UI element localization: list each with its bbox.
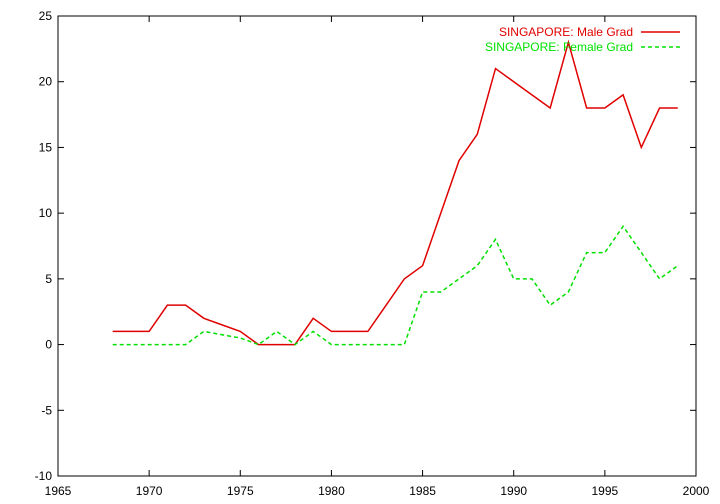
x-tick-label: 2000 bbox=[683, 484, 710, 498]
y-tick-label: 15 bbox=[39, 140, 53, 154]
y-tick-label: 5 bbox=[45, 272, 52, 286]
x-tick-label: 1990 bbox=[500, 484, 527, 498]
y-tick-label: 0 bbox=[45, 338, 52, 352]
legend-label: SINGAPORE: Male Grad bbox=[499, 25, 633, 39]
y-tick-label: 25 bbox=[39, 9, 53, 23]
x-tick-label: 1985 bbox=[409, 484, 436, 498]
legend-label: SINGAPORE: Female Grad bbox=[485, 40, 633, 54]
x-tick-label: 1975 bbox=[227, 484, 254, 498]
x-tick-label: 1980 bbox=[318, 484, 345, 498]
series-line-female-grad bbox=[112, 224, 679, 346]
y-tick-label: -10 bbox=[35, 469, 53, 483]
series-lines bbox=[112, 39, 679, 346]
plot-frame bbox=[57, 15, 697, 477]
x-tick-label: 1995 bbox=[592, 484, 619, 498]
y-tick-label: -5 bbox=[41, 403, 52, 417]
x-tick-label: 1970 bbox=[136, 484, 163, 498]
y-tick-label: 10 bbox=[39, 206, 53, 220]
axes: -10 -5 0 5 10 15 20 25 1965 1970 1975 1980 1985 1990 1… bbox=[35, 9, 710, 498]
y-tick-label: 20 bbox=[39, 75, 53, 89]
x-tick-label: 1965 bbox=[45, 484, 72, 498]
series-line-male-grad bbox=[112, 39, 678, 346]
